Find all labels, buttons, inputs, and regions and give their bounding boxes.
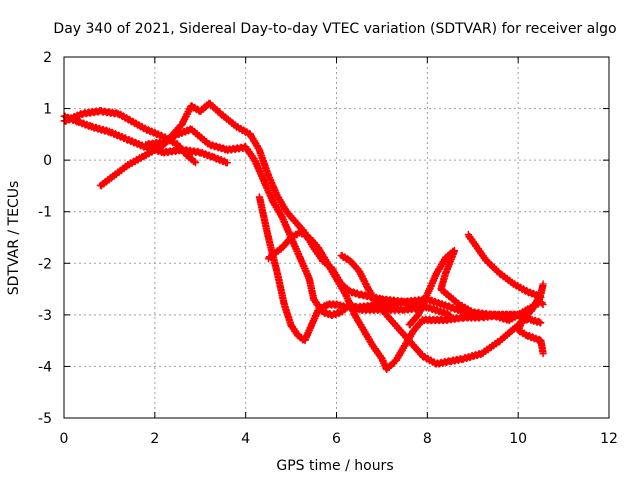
x-tick-label: 8: [423, 431, 432, 447]
data-series: [142, 125, 454, 319]
x-tick-label: 12: [600, 431, 618, 447]
x-tick-label: 4: [241, 431, 250, 447]
data-point: [537, 319, 545, 327]
y-tick-label: -3: [38, 308, 52, 324]
x-axis-label: GPS time / hours: [276, 458, 393, 474]
y-tick-label: -5: [38, 411, 52, 427]
x-tick-label: 10: [509, 431, 527, 447]
y-axis-label: SDTVAR / TECUs: [6, 181, 22, 296]
y-tick-label: -2: [38, 256, 52, 272]
y-tick-label: 0: [43, 153, 52, 169]
grid: [64, 57, 609, 418]
data-point: [224, 159, 231, 167]
data-point: [192, 159, 200, 167]
x-tick-label: 0: [60, 431, 69, 447]
data-layer: [60, 99, 547, 374]
y-tick-label: 2: [43, 50, 52, 66]
x-tick-label: 2: [150, 431, 159, 447]
chart-title: Day 340 of 2021, Sidereal Day-to-day VTE…: [53, 21, 616, 37]
y-tick-label: -1: [38, 205, 52, 221]
y-tick-label: 1: [43, 102, 52, 118]
y-tick-label: -4: [38, 359, 52, 375]
data-series: [60, 106, 200, 167]
x-tick-label: 6: [332, 431, 341, 447]
